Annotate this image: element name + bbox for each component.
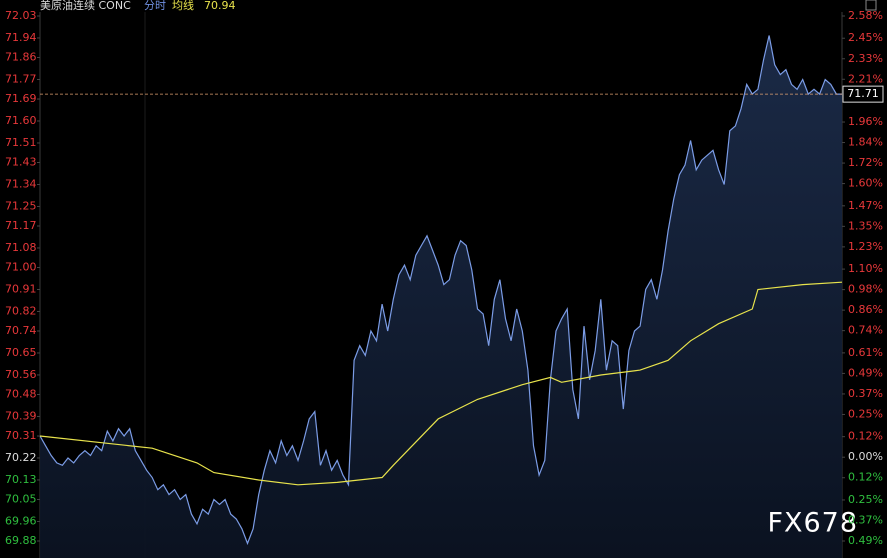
y-tick-label: 70.13 bbox=[5, 473, 37, 486]
y-tick-label: 71.60 bbox=[5, 114, 37, 127]
corner-icon[interactable] bbox=[865, 0, 877, 11]
y2-tick-label: 0.49% bbox=[848, 534, 883, 547]
y-tick-label: 70.82 bbox=[5, 304, 37, 317]
y-tick-label: 71.86 bbox=[5, 51, 37, 64]
y2-tick-label: 1.96% bbox=[848, 115, 883, 128]
y2-tick-label: 2.58% bbox=[848, 9, 883, 22]
y2-tick-label: 0.25% bbox=[848, 493, 883, 506]
y2-tick-label: 1.84% bbox=[848, 136, 883, 149]
y2-tick-label: 0.12% bbox=[848, 430, 883, 443]
y2-tick-label: 0.37% bbox=[848, 513, 883, 526]
average-line bbox=[39, 281, 843, 486]
y2-tick-label: 2.21% bbox=[848, 72, 883, 85]
y2-tick-label: 1.47% bbox=[848, 199, 883, 212]
y2-tick-label: 2.45% bbox=[848, 31, 883, 44]
y2-tick-label: 0.37% bbox=[848, 387, 883, 400]
watermark: FX678 bbox=[767, 508, 858, 539]
chart-title: 美原油连续 CONC bbox=[40, 0, 131, 12]
y2-tick-label: 0.12% bbox=[848, 471, 883, 484]
y-tick-label: 70.22 bbox=[5, 451, 37, 464]
price-line bbox=[39, 35, 842, 546]
y-tick-label: 70.56 bbox=[5, 368, 37, 381]
current-price-box bbox=[842, 85, 884, 103]
current-price-label: 71.71 bbox=[847, 87, 879, 100]
y-tick-label: 70.91 bbox=[5, 282, 37, 295]
y-tick-label: 70.65 bbox=[5, 346, 37, 359]
y-tick-label: 71.17 bbox=[5, 219, 37, 232]
y-tick-label: 71.34 bbox=[5, 177, 37, 190]
y-tick-label: 72.03 bbox=[5, 9, 37, 22]
y2-tick-label: 1.10% bbox=[848, 262, 883, 275]
y-tick-label: 71.94 bbox=[5, 31, 37, 44]
price-area bbox=[40, 35, 842, 558]
y-tick-label: 70.05 bbox=[5, 492, 37, 505]
y2-tick-label: 0.86% bbox=[848, 303, 883, 316]
y-tick-label: 70.39 bbox=[5, 409, 37, 422]
y-tick-label: 71.25 bbox=[5, 199, 37, 212]
y-tick-label: 70.74 bbox=[5, 324, 37, 337]
y-tick-label: 71.43 bbox=[5, 156, 37, 169]
y2-tick-label: 0.98% bbox=[848, 283, 883, 296]
y-tick-label: 71.00 bbox=[5, 261, 37, 274]
y-tick-label: 71.77 bbox=[5, 72, 37, 85]
average-label: 均线 bbox=[172, 0, 194, 12]
y2-tick-label: 0.00% bbox=[848, 450, 883, 463]
y2-tick-label: 0.61% bbox=[848, 346, 883, 359]
y-tick-label: 71.51 bbox=[5, 136, 37, 149]
y2-tick-label: 2.33% bbox=[848, 52, 883, 65]
y-tick-label: 71.08 bbox=[5, 241, 37, 254]
y-tick-label: 70.48 bbox=[5, 387, 37, 400]
y-tick-label: 69.96 bbox=[5, 514, 37, 527]
y2-tick-label: 0.74% bbox=[848, 324, 883, 337]
y-tick-label: 69.88 bbox=[5, 534, 37, 547]
y-tick-label: 71.69 bbox=[5, 92, 37, 105]
y2-tick-label: 1.60% bbox=[848, 177, 883, 190]
average-value: 70.94 bbox=[204, 0, 236, 12]
plot bbox=[39, 35, 843, 558]
y-tick-label: 70.31 bbox=[5, 429, 37, 442]
y2-tick-label: 1.35% bbox=[848, 219, 883, 232]
y2-tick-label: 1.72% bbox=[848, 156, 883, 169]
y2-tick-label: 0.49% bbox=[848, 366, 883, 379]
y2-tick-label: 1.23% bbox=[848, 240, 883, 253]
series-label: 分时 bbox=[144, 0, 166, 12]
y2-tick-label: 0.25% bbox=[848, 407, 883, 420]
